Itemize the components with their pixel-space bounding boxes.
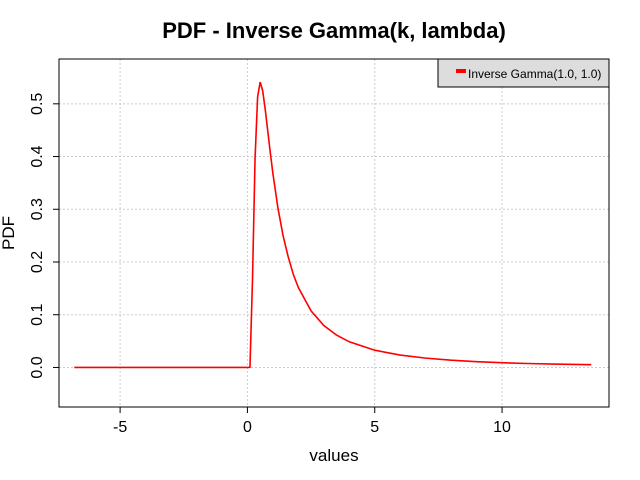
grid-layer — [59, 59, 609, 407]
x-tick-label: 0 — [243, 419, 252, 436]
y-tick-label: 0.1 — [29, 304, 46, 326]
x-tick-label: 5 — [370, 419, 379, 436]
legend: Inverse Gamma(1.0, 1.0) — [437, 58, 610, 88]
y-axis-label: PDF — [0, 216, 18, 250]
y-tick-label: 0.5 — [29, 93, 46, 115]
plot-border — [58, 58, 610, 408]
x-axis-label: values — [309, 446, 358, 465]
y-tick-label: 0.4 — [29, 145, 46, 167]
x-tick-label: -5 — [113, 419, 127, 436]
x-tick-label: 10 — [493, 419, 511, 436]
legend-box — [437, 58, 610, 88]
y-tick-label: 0.0 — [29, 356, 46, 378]
chart-title: PDF - Inverse Gamma(k, lambda) — [162, 18, 506, 43]
x-axis: -5 0 5 10 — [113, 407, 511, 436]
y-tick-label: 0.3 — [29, 198, 46, 220]
series-line-inverse-gamma — [74, 81, 592, 369]
y-axis: 0.0 0.1 0.2 0.3 0.4 0.5 — [29, 93, 59, 379]
y-tick-label: 0.2 — [29, 251, 46, 273]
legend-swatch — [456, 69, 466, 73]
legend-label: Inverse Gamma(1.0, 1.0) — [468, 67, 601, 81]
